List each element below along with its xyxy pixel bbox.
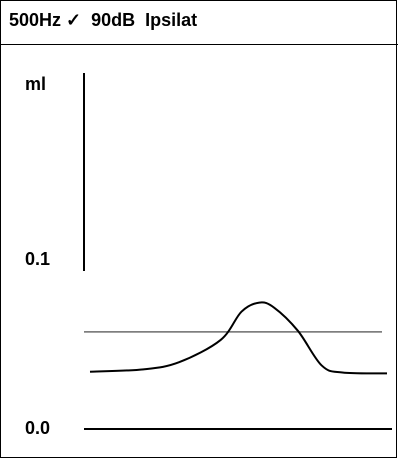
chart-canvas: ml 0.1 0.0 [25,73,392,438]
tympanogram-curve [89,301,388,375]
y-tick-label-0-1: 0.1 [25,249,50,269]
tympanogram-chart: ml 0.1 0.0 [1,45,398,459]
test-settings-title: 500Hz ✓ 90dB Ipsilat [9,10,198,30]
header-bar: 500Hz ✓ 90dB Ipsilat [1,1,398,45]
y-tick-label-0-0: 0.0 [25,418,50,438]
y-axis-label: ml [25,74,46,94]
